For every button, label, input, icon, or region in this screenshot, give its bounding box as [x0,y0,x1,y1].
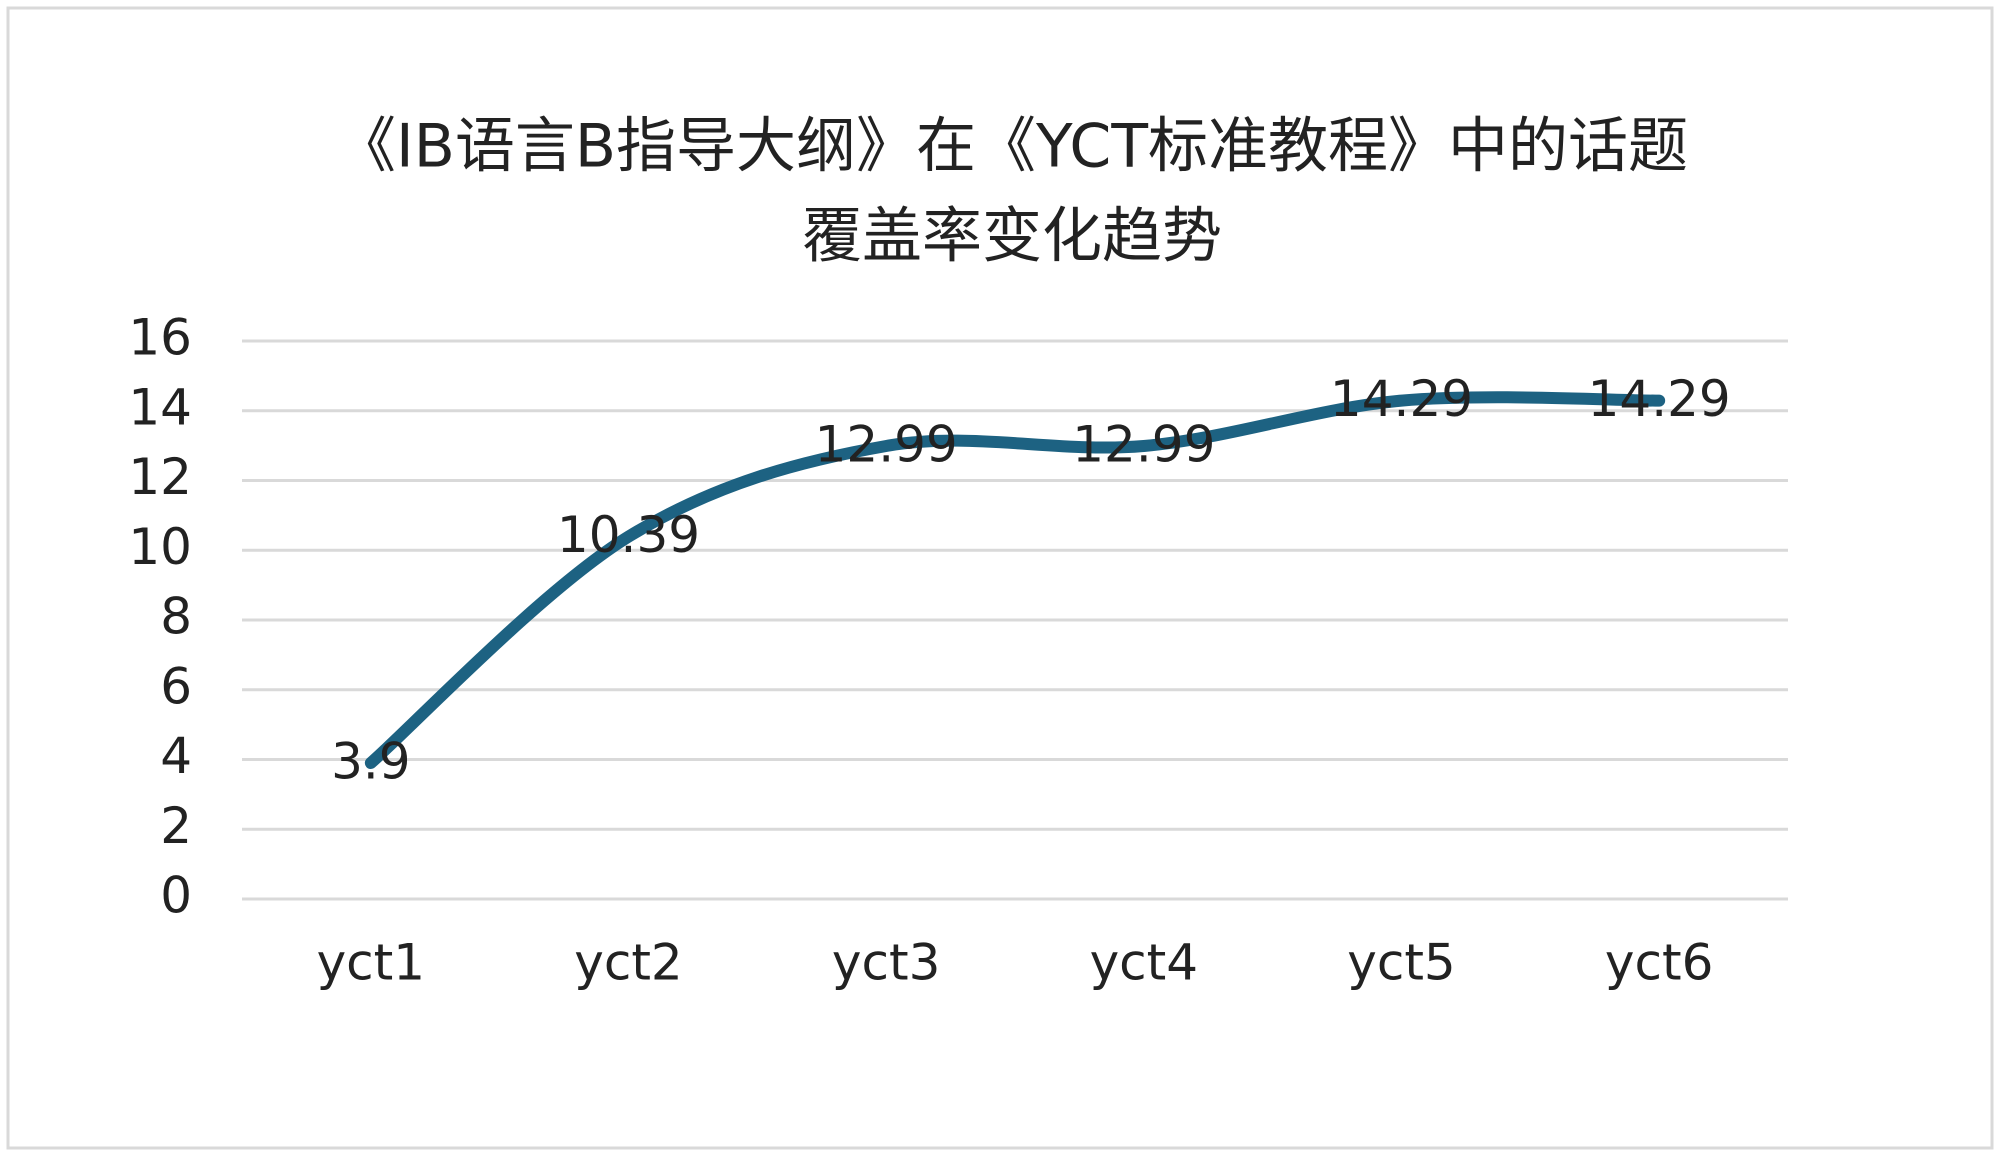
y-tick-label: 12 [128,448,192,506]
line [364,391,1666,769]
data-label: 12.99 [815,415,958,473]
x-tick-label: yct6 [1605,934,1714,992]
y-tick-label: 0 [160,867,192,925]
data-label: 10.39 [557,506,700,564]
x-tick-label: yct4 [1090,934,1199,992]
chart-title: 《IB语言B指导大纲》在《YCT标准教程》中的话题 [336,112,1688,182]
chart-frame [6,6,1994,1150]
y-tick-label: 6 [160,657,192,715]
x-tick-label: yct5 [1347,934,1456,992]
y-tick-label: 4 [160,727,192,785]
x-tick-label: yct3 [832,934,941,992]
y-tick-label: 10 [128,518,192,576]
y-tick-label: 16 [128,309,192,367]
y-tick-label: 2 [160,797,192,855]
data-label: 3.9 [331,732,411,790]
chart-title: 覆盖率变化趋势 [802,202,1222,272]
data-label: 14.29 [1588,370,1731,428]
y-tick-label: 14 [128,378,192,436]
y-tick-label: 8 [160,588,192,646]
x-tick-label: yct2 [574,934,683,992]
x-tick-label: yct1 [317,934,426,992]
data-label: 14.29 [1330,370,1473,428]
data-label: 12.99 [1072,415,1215,473]
